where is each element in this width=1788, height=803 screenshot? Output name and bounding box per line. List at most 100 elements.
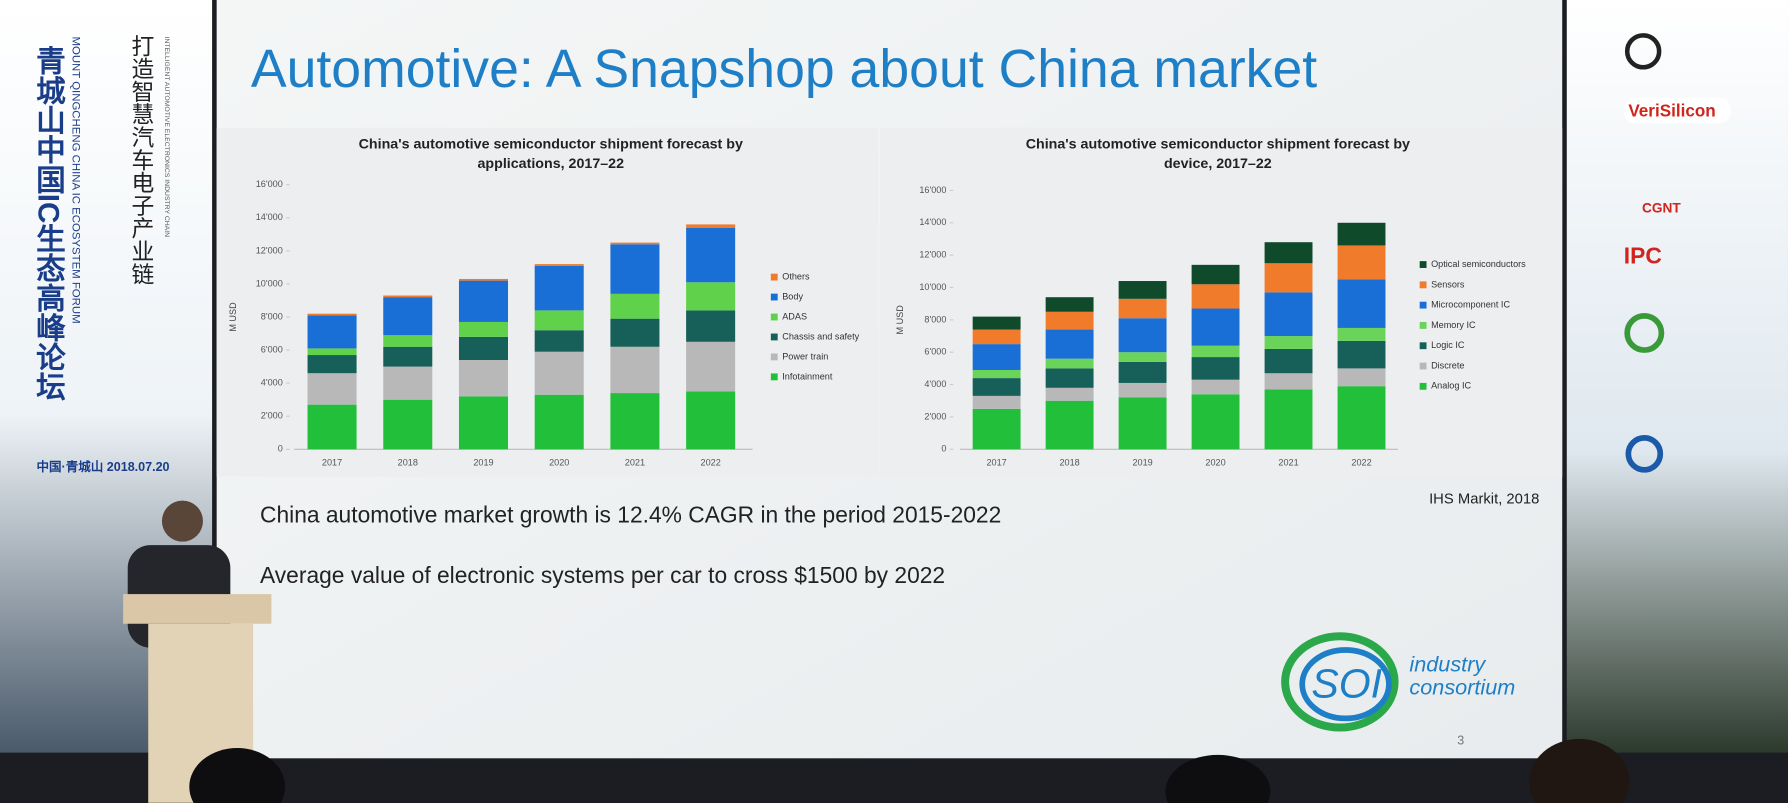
bar-segment bbox=[1337, 368, 1386, 387]
legend-swatch bbox=[770, 273, 778, 281]
y-tick-label: 0 bbox=[941, 444, 946, 454]
bar-segment bbox=[1118, 281, 1167, 299]
sponsor-icon bbox=[1624, 33, 1662, 70]
bar-segment bbox=[1191, 394, 1240, 450]
bar-segment bbox=[1118, 298, 1167, 319]
bar-segment bbox=[610, 346, 660, 394]
bar-segment bbox=[534, 330, 584, 352]
bar-segment bbox=[383, 366, 433, 400]
bar-segment bbox=[458, 280, 509, 322]
sponsor-name: IPC bbox=[1624, 243, 1662, 269]
bar-segment bbox=[1118, 352, 1167, 362]
bar-segment bbox=[686, 282, 736, 311]
legend-swatch bbox=[1419, 382, 1427, 390]
x-tick-label: 2020 bbox=[549, 457, 569, 467]
y-tick-label: 14'000 bbox=[256, 212, 283, 222]
bar-segment bbox=[534, 265, 584, 311]
bar-segment bbox=[686, 310, 736, 342]
x-tick-label: 2021 bbox=[1278, 457, 1298, 467]
legend-label: Sensors bbox=[1431, 279, 1465, 289]
bar-segment bbox=[1264, 263, 1313, 293]
legend-label: Infotainment bbox=[782, 371, 833, 381]
bar-segment bbox=[307, 315, 357, 349]
x-tick-label: 2020 bbox=[1205, 457, 1225, 467]
bar-segment bbox=[1337, 327, 1386, 341]
y-tick-label: 12'000 bbox=[919, 250, 946, 260]
legend-label: Discrete bbox=[1431, 360, 1464, 370]
bar-segment bbox=[1118, 382, 1167, 398]
x-tick-label: 2017 bbox=[986, 457, 1006, 467]
bar-segment bbox=[383, 297, 433, 336]
audience-head bbox=[1529, 738, 1630, 803]
bar-segment bbox=[1045, 329, 1094, 359]
legend-swatch bbox=[770, 313, 778, 321]
sponsor-name: CGNT bbox=[1642, 200, 1681, 215]
bar-segment bbox=[972, 395, 1021, 409]
legend-swatch bbox=[1419, 322, 1427, 329]
x-tick-label: 2017 bbox=[322, 457, 342, 467]
bar-segment bbox=[1118, 318, 1167, 353]
bar-segment bbox=[686, 227, 736, 283]
chart-title: China's automotive semiconductor shipmen… bbox=[359, 137, 743, 153]
y-tick-label: 4'000 bbox=[261, 378, 283, 388]
bar-segment bbox=[1264, 389, 1313, 450]
bar-segment bbox=[1191, 284, 1240, 309]
legend-swatch bbox=[770, 373, 778, 381]
bar-segment bbox=[686, 341, 736, 392]
legend-label: Chassis and safety bbox=[782, 331, 859, 341]
bar-segment bbox=[1264, 242, 1313, 264]
bar-segment bbox=[1264, 348, 1313, 374]
y-tick-label: 16'000 bbox=[919, 185, 946, 195]
y-tick-label: 10'000 bbox=[919, 282, 946, 292]
y-tick-label: 2'000 bbox=[924, 411, 946, 421]
bar-segment bbox=[1191, 308, 1240, 346]
bar-segment bbox=[534, 310, 584, 331]
bar-segment bbox=[1191, 345, 1240, 358]
audience-head bbox=[1165, 754, 1271, 803]
bar-segment bbox=[534, 264, 584, 266]
bar-segment bbox=[610, 318, 660, 347]
bar-segment bbox=[1337, 245, 1386, 280]
source-note: IHS Markit, 2018 bbox=[1429, 491, 1539, 507]
legend-swatch bbox=[770, 333, 778, 341]
forum-name-chinese: 青城山中国IC生态高峰论坛 bbox=[31, 46, 65, 402]
bar-segment bbox=[458, 336, 509, 360]
legend-swatch bbox=[1419, 362, 1427, 370]
bullet: Average value of electronic systems per … bbox=[260, 562, 945, 588]
bar-segment bbox=[610, 393, 660, 450]
y-tick-label: 0 bbox=[278, 444, 283, 454]
legend-swatch bbox=[770, 293, 778, 301]
bar-segment bbox=[972, 329, 1021, 345]
bar-segment bbox=[458, 396, 509, 450]
y-tick-label: 4'000 bbox=[924, 379, 946, 389]
bar-segment bbox=[383, 295, 433, 298]
bar-segment bbox=[1337, 386, 1386, 450]
legend-label: Others bbox=[782, 271, 810, 281]
y-tick-label: 14'000 bbox=[919, 217, 946, 227]
bar-segment bbox=[972, 370, 1021, 379]
logo-text: industry bbox=[1409, 652, 1486, 677]
bar-segment bbox=[1191, 357, 1240, 380]
y-tick-label: 8'000 bbox=[924, 314, 946, 324]
bar-segment bbox=[610, 242, 660, 245]
speaker-head bbox=[161, 500, 203, 542]
legend-label: Logic IC bbox=[1431, 340, 1465, 350]
bar-segment bbox=[307, 404, 357, 450]
forum-date: 中国·青城山 2018.07.20 bbox=[36, 459, 169, 474]
y-axis-label: M USD bbox=[895, 305, 905, 335]
bar-segment bbox=[1337, 340, 1386, 369]
y-tick-label: 16'000 bbox=[256, 179, 283, 189]
sponsor-name: VeriSilicon bbox=[1628, 101, 1715, 120]
bar-segment bbox=[458, 321, 509, 337]
bar-segment bbox=[1118, 397, 1167, 450]
bar-segment bbox=[307, 348, 357, 356]
chart-title: China's automotive semiconductor shipmen… bbox=[1026, 137, 1410, 153]
audience-head bbox=[189, 748, 286, 803]
legend-swatch bbox=[1419, 342, 1427, 350]
bar-segment bbox=[1045, 400, 1094, 450]
legend-label: Analog IC bbox=[1431, 381, 1471, 391]
bullet: China automotive market growth is 12.4% … bbox=[260, 502, 1001, 528]
bar-segment bbox=[972, 378, 1021, 396]
logo-ring bbox=[1299, 647, 1392, 722]
